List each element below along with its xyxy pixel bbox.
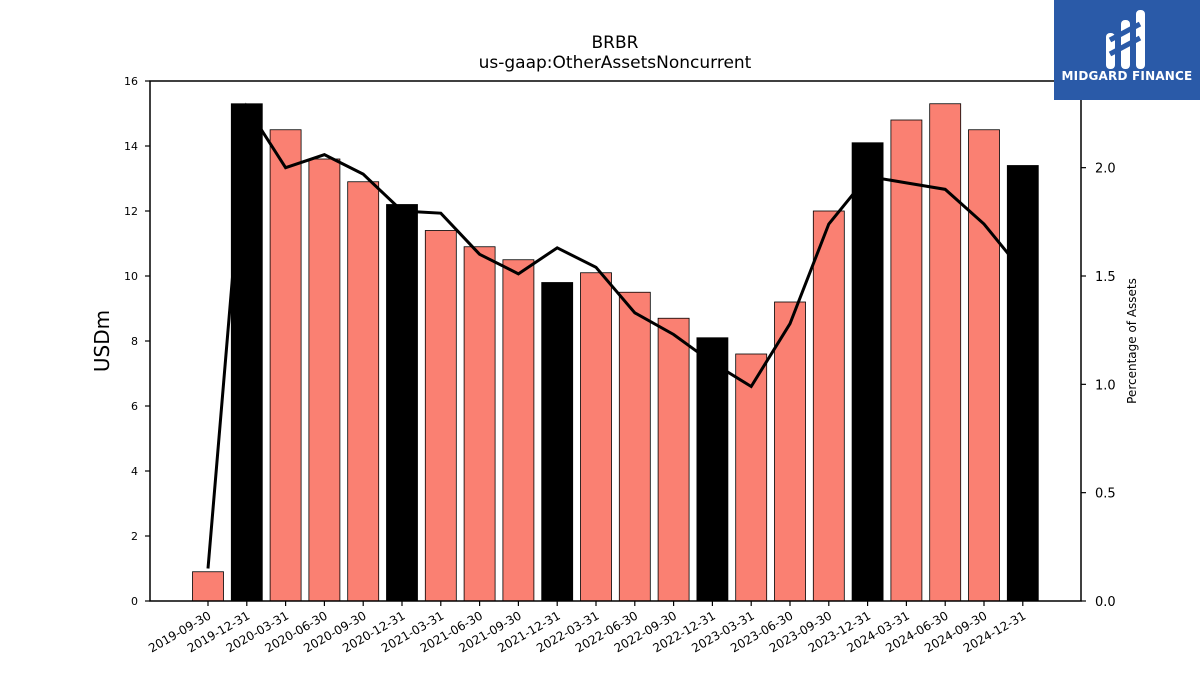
bar-2021-12-31	[541, 282, 574, 602]
y2-tick-label: 1.5	[1095, 270, 1116, 285]
bar-2024-12-31	[1006, 165, 1039, 602]
bar-2024-06-30	[929, 103, 962, 602]
logo-text: MIDGARD FINANCE	[1061, 69, 1193, 83]
bar-2021-03-31	[424, 230, 457, 602]
y-tick-label: 4	[131, 465, 138, 478]
bar-2023-09-30	[812, 210, 845, 602]
bar-2019-12-31	[230, 103, 263, 602]
bar-2023-03-31	[735, 353, 768, 602]
y-tick-label: 14	[124, 140, 138, 153]
bar-2021-06-30	[463, 246, 496, 602]
bar-2024-09-30	[968, 129, 1000, 602]
y-tick-label: 6	[131, 400, 138, 413]
bar-2022-03-31	[580, 272, 612, 602]
bar-2022-12-31	[696, 337, 729, 602]
bar-2020-12-31	[386, 204, 418, 602]
bar-2022-06-30	[618, 291, 651, 602]
bar-2020-09-30	[347, 181, 380, 602]
y2-axis-label: Percentage of Assets	[1125, 278, 1139, 404]
bar-2020-03-31	[269, 129, 302, 602]
logo: MIDGARD FINANCE	[1054, 0, 1200, 100]
bar-2021-09-30	[502, 259, 535, 602]
logo-mark-icon	[1106, 10, 1145, 69]
y-axis-left: 0 2 4 6 8 10 12 14 16	[124, 75, 150, 608]
y-tick-label: 8	[131, 335, 138, 348]
chart-subtitle: us-gaap:OtherAssetsNoncurrent	[479, 53, 752, 73]
bars-group	[192, 103, 1039, 602]
x-axis: 2019-09-302019-12-312020-03-312020-06-30…	[146, 601, 1028, 655]
bar-2022-09-30	[657, 317, 690, 602]
y-axis-label: USDm	[90, 310, 114, 372]
y-tick-label: 16	[124, 75, 138, 88]
y2-tick-label: 0.0	[1095, 595, 1116, 610]
y-tick-label: 12	[124, 205, 138, 218]
y-tick-label: 10	[124, 270, 138, 283]
bar-2019-09-30	[192, 571, 224, 602]
y2-tick-label: 0.5	[1095, 487, 1116, 502]
percentage-line	[206, 102, 1024, 569]
y2-tick-label: 1.0	[1095, 378, 1116, 393]
chart-title: BRBR	[592, 33, 639, 53]
bar-2020-06-30	[308, 158, 341, 602]
y-tick-label: 2	[131, 530, 138, 543]
y2-tick-label: 2.0	[1095, 162, 1116, 177]
bar-2024-03-31	[890, 119, 923, 602]
y-axis-right: 0.0 0.5 1.0 1.5 2.0	[1081, 162, 1116, 610]
y-tick-label: 0	[131, 595, 138, 608]
bar-2023-12-31	[851, 142, 884, 602]
bar-2023-06-30	[774, 301, 806, 602]
